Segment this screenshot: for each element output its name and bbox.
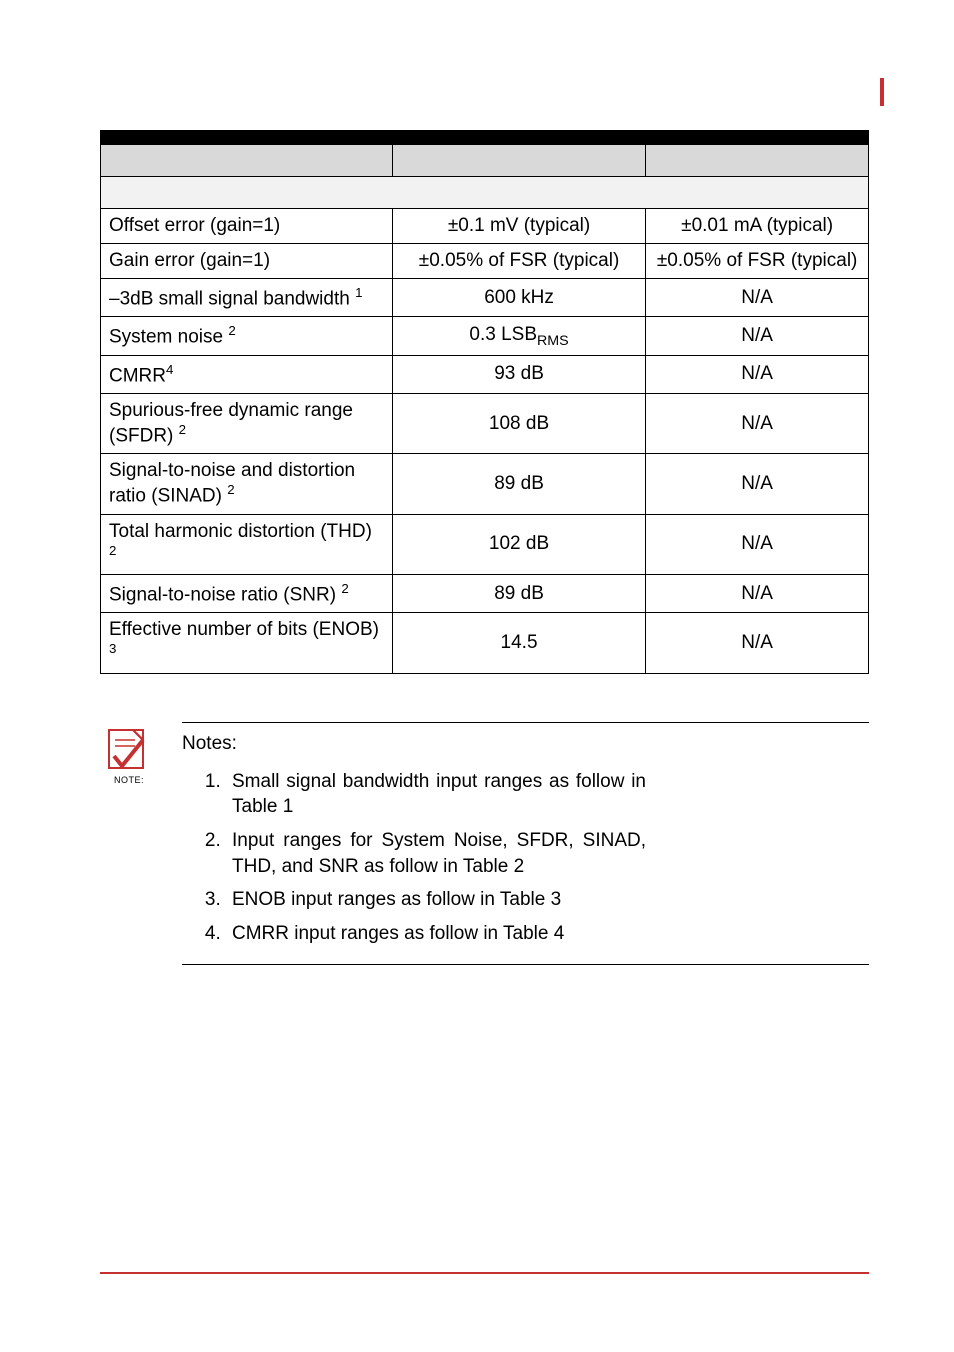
param-cell: Effective number of bits (ENOB) 3	[101, 613, 393, 673]
table-row: System noise 20.3 LSBRMSN/A	[101, 317, 869, 355]
table-row: Total harmonic distortion (THD) 2102 dBN…	[101, 514, 869, 574]
value-cell: N/A	[646, 393, 869, 453]
table-header-grey	[101, 145, 869, 177]
notes-body: Notes: Small signal bandwidth input rang…	[182, 722, 869, 966]
value-cell: ±0.01 mA (typical)	[646, 209, 869, 244]
table-row: –3dB small signal bandwidth 1600 kHzN/A	[101, 279, 869, 317]
table-row: Effective number of bits (ENOB) 314.5N/A	[101, 613, 869, 673]
value-cell: N/A	[646, 317, 869, 355]
value-cell: 89 dB	[392, 454, 645, 514]
page-content: Offset error (gain=1)±0.1 mV (typical)±0…	[0, 0, 954, 965]
notes-list: Small signal bandwidth input ranges as f…	[226, 765, 869, 951]
value-cell: N/A	[646, 514, 869, 574]
notes-title: Notes:	[182, 733, 869, 755]
notes-block: NOTE: Notes: Small signal bandwidth inpu…	[100, 722, 869, 966]
param-cell: Offset error (gain=1)	[101, 209, 393, 244]
value-cell: ±0.05% of FSR (typical)	[392, 244, 645, 279]
value-cell: 14.5	[392, 613, 645, 673]
param-cell: Gain error (gain=1)	[101, 244, 393, 279]
param-cell: Spurious-free dynamic range (SFDR) 2	[101, 393, 393, 453]
note-icon-label: NOTE:	[100, 775, 158, 785]
value-cell: 89 dB	[392, 574, 645, 612]
table-header-black	[101, 131, 869, 145]
value-cell: N/A	[646, 574, 869, 612]
value-cell: ±0.1 mV (typical)	[392, 209, 645, 244]
table-row: Signal-to-noise and distortion ratio (SI…	[101, 454, 869, 514]
list-item: ENOB input ranges as follow in Table 3	[226, 883, 646, 917]
value-cell: ±0.05% of FSR (typical)	[646, 244, 869, 279]
note-icon: NOTE:	[100, 724, 158, 785]
list-item: CMRR input ranges as follow in Table 4	[226, 917, 646, 951]
list-item: Small signal bandwidth input ranges as f…	[226, 765, 646, 824]
footer-rule	[100, 1272, 869, 1274]
table-row: Offset error (gain=1)±0.1 mV (typical)±0…	[101, 209, 869, 244]
table-row: Gain error (gain=1)±0.05% of FSR (typica…	[101, 244, 869, 279]
value-cell: 600 kHz	[392, 279, 645, 317]
list-item: Input ranges for System Noise, SFDR, SIN…	[226, 824, 646, 883]
page-accent-mark	[880, 78, 884, 106]
value-cell: N/A	[646, 613, 869, 673]
value-cell: N/A	[646, 279, 869, 317]
value-cell: 108 dB	[392, 393, 645, 453]
param-cell: Signal-to-noise ratio (SNR) 2	[101, 574, 393, 612]
table-row: Signal-to-noise ratio (SNR) 289 dBN/A	[101, 574, 869, 612]
value-cell: N/A	[646, 454, 869, 514]
table-header-light	[101, 177, 869, 209]
value-cell: 93 dB	[392, 355, 645, 393]
param-cell: Signal-to-noise and distortion ratio (SI…	[101, 454, 393, 514]
table-row: CMRR493 dBN/A	[101, 355, 869, 393]
value-cell: 102 dB	[392, 514, 645, 574]
value-cell: N/A	[646, 355, 869, 393]
param-cell: System noise 2	[101, 317, 393, 355]
param-cell: –3dB small signal bandwidth 1	[101, 279, 393, 317]
param-cell: Total harmonic distortion (THD) 2	[101, 514, 393, 574]
value-cell: 0.3 LSBRMS	[392, 317, 645, 355]
table-row: Spurious-free dynamic range (SFDR) 2108 …	[101, 393, 869, 453]
param-cell: CMRR4	[101, 355, 393, 393]
spec-table: Offset error (gain=1)±0.1 mV (typical)±0…	[100, 130, 869, 674]
